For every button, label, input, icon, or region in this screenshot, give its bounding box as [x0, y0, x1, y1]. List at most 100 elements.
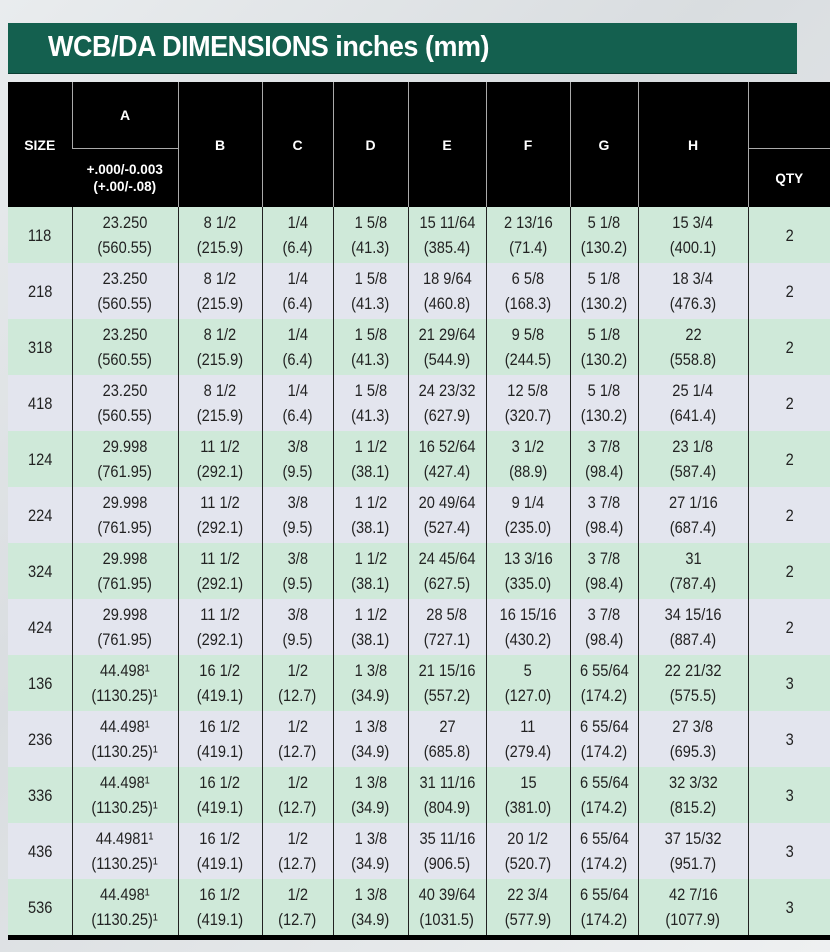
value-inch: 44.498¹	[100, 885, 150, 904]
value-inch: 8 1/2	[203, 213, 237, 232]
size-cell-text: 318	[27, 337, 52, 357]
value-inch: 9 5/8	[511, 325, 545, 344]
value-inch: 24 45/64	[418, 549, 476, 568]
value-mm: (34.9)	[351, 798, 390, 817]
value-mm: (560.55)	[97, 294, 153, 313]
value-mm: (174.2)	[580, 686, 628, 705]
size-cell-text: 236	[27, 729, 52, 749]
dim-cell-d: 1 1/2 (38.1)	[332, 487, 408, 543]
value-mm: (430.2)	[504, 630, 552, 649]
dim-cell-h: 22 21/32 (575.5)	[637, 655, 748, 711]
dim-cell-h: 31 (787.4)	[637, 543, 748, 599]
table-row: 418 23.250 (560.55) 8 1/2 (215.9) 1/4 (6.4) 1 5…	[8, 375, 830, 431]
value-inch: 21 29/64	[418, 325, 476, 344]
table-row: 118 23.250 (560.55) 8 1/2 (215.9) 1/4 (6.4) 1 5…	[8, 207, 830, 263]
value-inch: 11 1/2	[200, 605, 240, 624]
value-mm: (520.7)	[504, 854, 552, 873]
value-inch: 6 5/8	[511, 269, 545, 288]
value-mm: (6.4)	[282, 406, 313, 425]
value-inch: 44.4981¹	[96, 829, 154, 848]
value-mm: (419.1)	[196, 686, 244, 705]
dim-cell-c: 1/2 (12.7)	[261, 655, 333, 711]
value-mm: (460.8)	[423, 294, 471, 313]
size-cell-text: 224	[27, 505, 52, 525]
value-mm: (587.4)	[669, 462, 717, 481]
value-inch: 12 5/8	[507, 381, 549, 400]
size-cell-text: 436	[27, 841, 52, 861]
value-mm: (215.9)	[196, 238, 244, 257]
header-size: SIZE	[24, 136, 56, 153]
value-mm: (235.0)	[504, 518, 552, 537]
value-inch: 1 3/8	[354, 829, 387, 848]
dim-cell-e: 28 5/8 (727.1)	[407, 599, 486, 655]
value-inch: 2 13/16	[503, 213, 553, 232]
value-mm: (34.9)	[351, 910, 390, 929]
dim-cell-g: 6 55/64 (174.2)	[569, 711, 638, 767]
value-mm: (215.9)	[196, 406, 244, 425]
value-mm: (292.1)	[196, 462, 244, 481]
value-mm: (12.7)	[278, 686, 317, 705]
value-mm: (12.7)	[278, 742, 317, 761]
value-mm: (685.8)	[423, 742, 471, 761]
value-mm: (385.4)	[423, 238, 471, 257]
value-inch: 23.250	[102, 213, 148, 232]
dim-cell-e: 31 11/16 (804.9)	[407, 767, 486, 823]
value-mm: (761.95)	[97, 462, 153, 481]
dim-cell-h: 23 1/8 (587.4)	[637, 431, 748, 487]
value-mm: (9.5)	[282, 630, 313, 649]
dim-cell-b: 8 1/2 (215.9)	[177, 207, 262, 263]
value-mm: (6.4)	[282, 294, 313, 313]
value-mm: (168.3)	[504, 294, 552, 313]
value-mm: (174.2)	[580, 798, 628, 817]
value-mm: (98.4)	[584, 462, 624, 481]
qty-cell: 2	[747, 487, 830, 543]
dim-cell-d: 1 3/8 (34.9)	[332, 879, 408, 935]
value-mm: (34.9)	[351, 742, 390, 761]
value-inch: 37 15/32	[664, 829, 722, 848]
value-inch: 25 1/4	[672, 381, 714, 400]
value-inch: 16 1/2	[199, 773, 241, 792]
table-row: 336 44.498¹ (1130.25)¹ 16 1/2 (419.1) 1/2 (12.…	[8, 767, 830, 823]
value-inch: 3 1/2	[511, 437, 545, 456]
dim-cell-g: 6 55/64 (174.2)	[569, 879, 638, 935]
dim-cell-g: 5 1/8 (130.2)	[569, 319, 638, 375]
table-row: 318 23.250 (560.55) 8 1/2 (215.9) 1/4 (6.4) 1 5…	[8, 319, 830, 375]
dim-cell-g: 6 55/64 (174.2)	[569, 767, 638, 823]
dim-cell-b: 11 1/2 (292.1)	[177, 599, 262, 655]
value-mm: (1130.25)¹	[91, 798, 159, 817]
value-inch: 1/2	[287, 773, 308, 792]
value-inch: 1/2	[287, 717, 308, 736]
value-mm: (279.4)	[504, 742, 552, 761]
value-inch: 23.250	[102, 381, 148, 400]
dim-cell-c: 1/2 (12.7)	[261, 879, 333, 935]
value-inch: 1 1/2	[354, 493, 387, 512]
dim-cell-a: 29.998 (761.95)	[71, 487, 178, 543]
value-inch: 5 1/8	[587, 381, 621, 400]
value-inch: 40 39/64	[418, 885, 476, 904]
value-mm: (560.55)	[97, 406, 153, 425]
value-inch: 1/2	[287, 885, 308, 904]
value-mm: (727.1)	[423, 630, 471, 649]
value-mm: (12.7)	[278, 798, 317, 817]
value-mm: (577.9)	[504, 910, 552, 929]
dim-cell-g: 3 7/8 (98.4)	[569, 431, 638, 487]
value-mm: (1130.25)¹	[91, 910, 159, 929]
value-inch: 16 1/2	[199, 717, 241, 736]
dim-cell-d: 1 1/2 (38.1)	[332, 599, 408, 655]
value-inch: 5 1/8	[587, 269, 621, 288]
value-mm: (130.2)	[580, 406, 628, 425]
dimensions-table: SIZE A B C D E F G H +.000/-0.003 (+.00/…	[8, 82, 830, 940]
value-inch: 29.998	[102, 549, 148, 568]
dim-cell-h: 34 15/16 (887.4)	[637, 599, 748, 655]
value-mm: (174.2)	[580, 910, 628, 929]
header-h: H	[637, 82, 748, 207]
qty-cell: 3	[747, 823, 830, 879]
value-mm: (38.1)	[351, 630, 390, 649]
dim-cell-b: 8 1/2 (215.9)	[177, 375, 262, 431]
dim-cell-e: 20 49/64 (527.4)	[407, 487, 486, 543]
value-mm: (174.2)	[580, 854, 628, 873]
value-mm: (174.2)	[580, 742, 628, 761]
value-mm: (906.5)	[423, 854, 471, 873]
dim-cell-f: 2 13/16 (71.4)	[485, 207, 570, 263]
table-row: 136 44.498¹ (1130.25)¹ 16 1/2 (419.1) 1/2 (12.…	[8, 655, 830, 711]
